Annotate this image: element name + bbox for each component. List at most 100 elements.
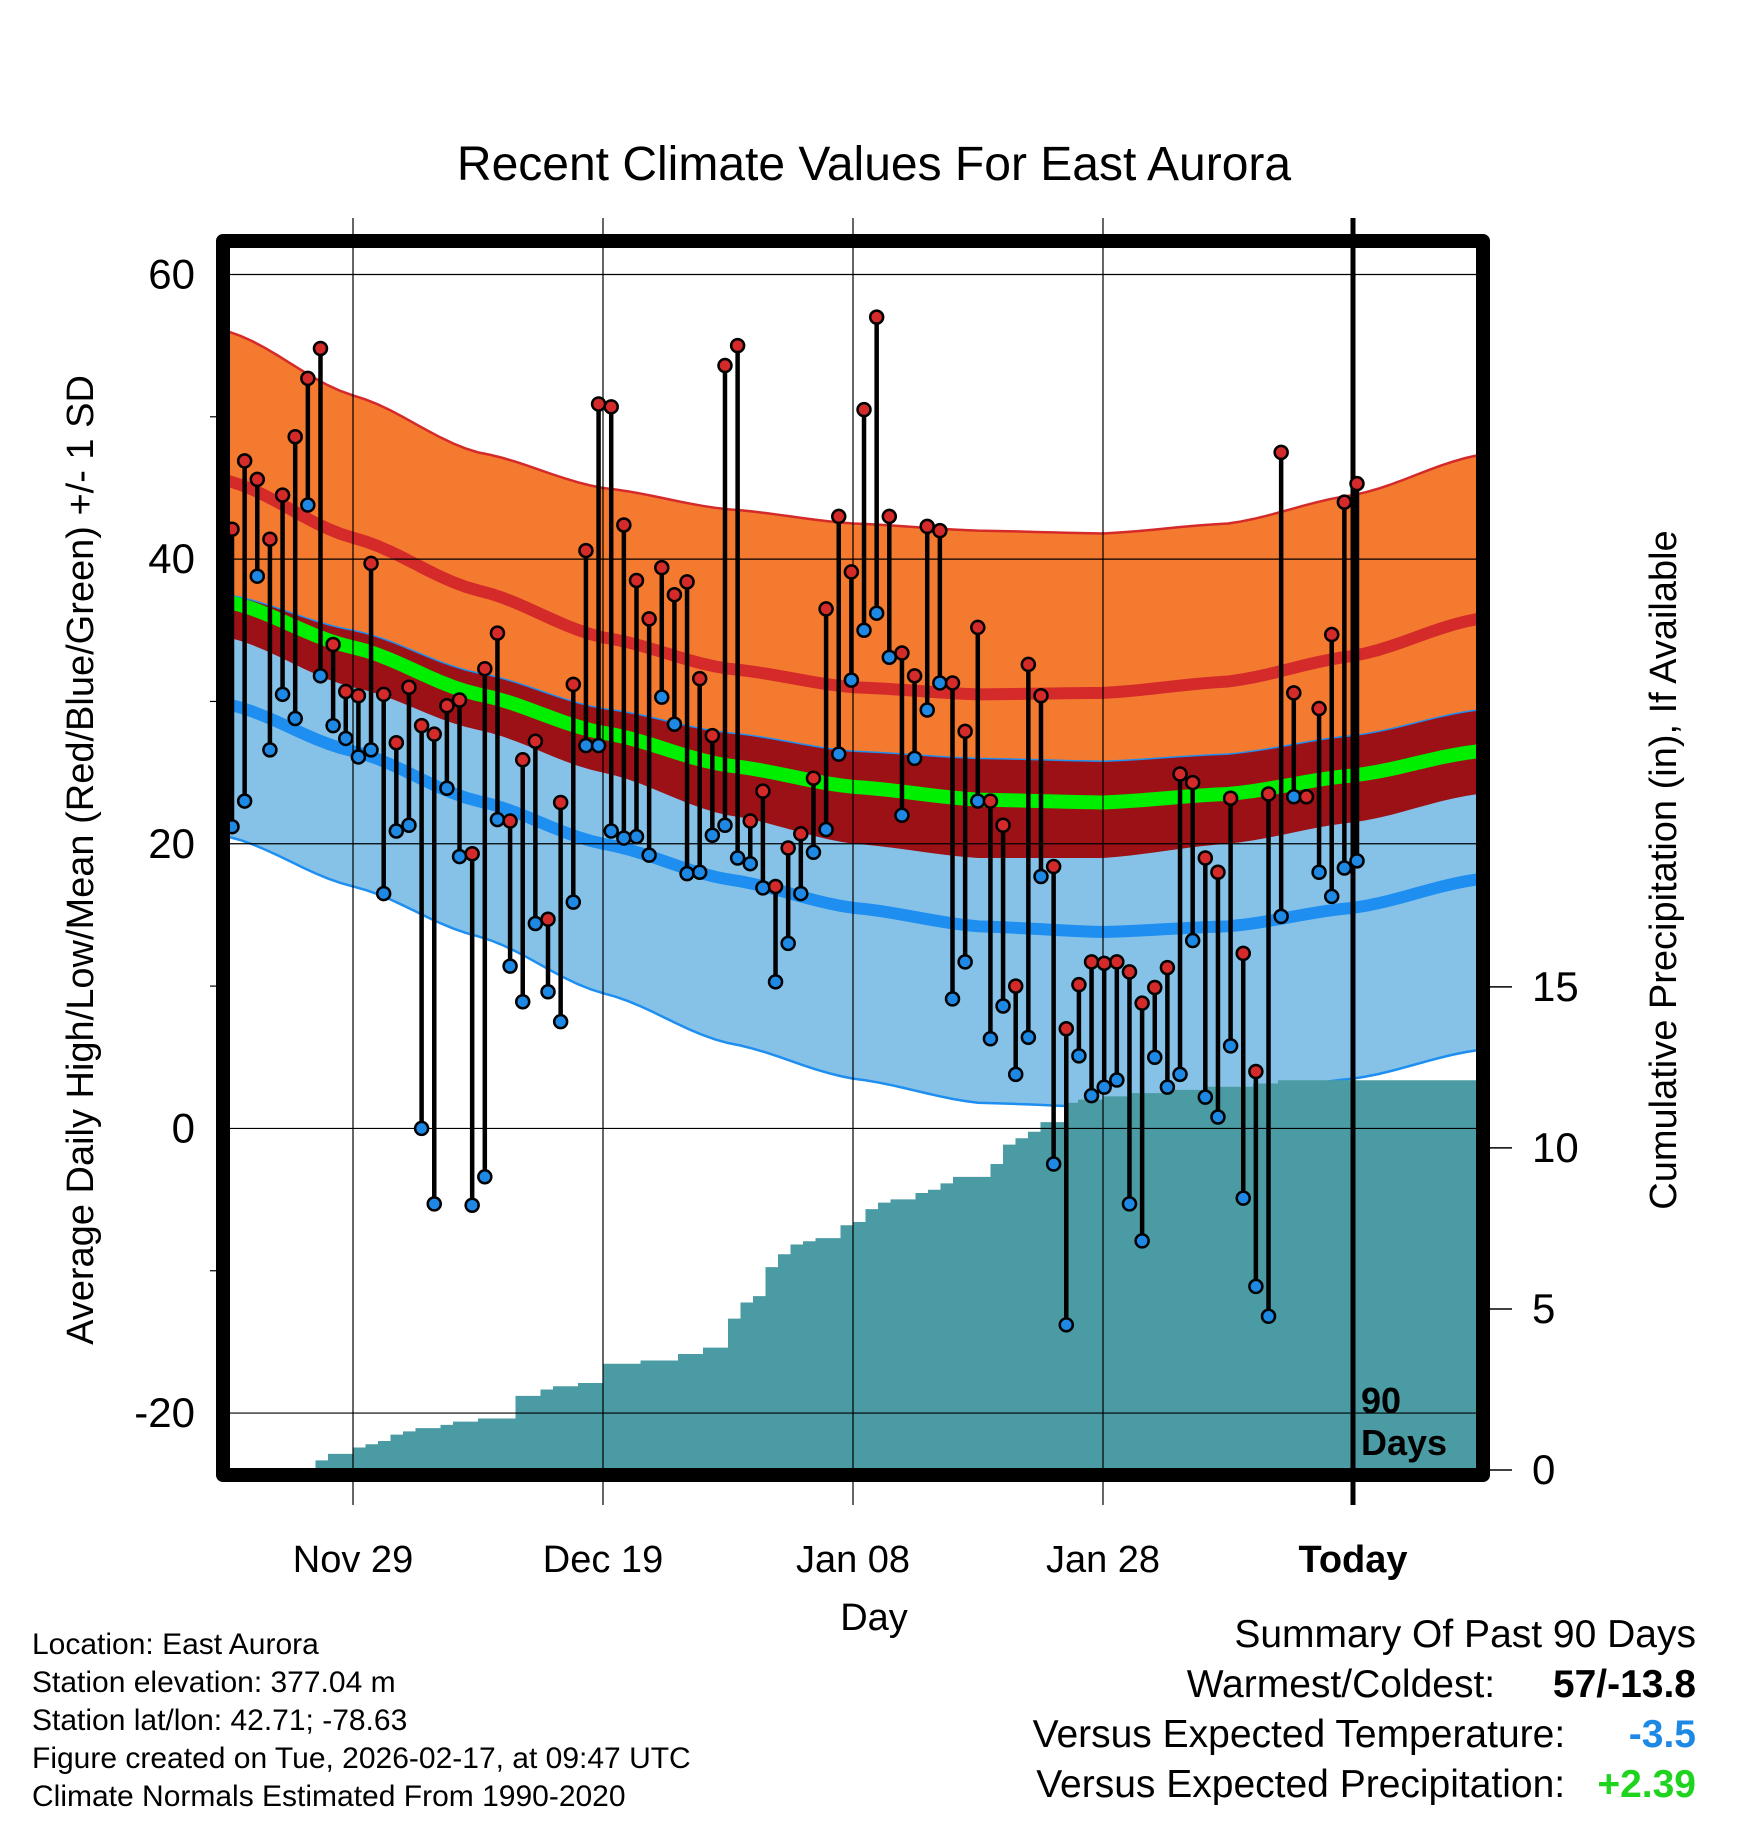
x-tick-label: Today bbox=[1298, 1539, 1407, 1581]
daily-high-point bbox=[818, 601, 834, 617]
daily-low-point bbox=[565, 894, 582, 910]
daily-low-point bbox=[868, 605, 885, 621]
daily-low-point bbox=[262, 742, 278, 758]
created-text: Figure created on Tue, 2026-02-17, at 09… bbox=[32, 1742, 691, 1775]
daily-low-point bbox=[312, 668, 329, 684]
daily-high-point bbox=[970, 619, 986, 636]
daily-high-point bbox=[868, 309, 885, 325]
daily-high-point bbox=[578, 542, 594, 559]
daily-high-point bbox=[881, 508, 898, 525]
daily-low-point bbox=[1058, 1317, 1075, 1333]
daily-low-point bbox=[477, 1169, 493, 1185]
daily-high-point bbox=[830, 508, 847, 525]
daily-low-point bbox=[464, 1197, 480, 1214]
summary-panel: Summary Of Past 90 Days Warmest/Coldest:… bbox=[1033, 1610, 1696, 1810]
daily-high-point bbox=[894, 645, 910, 661]
daily-low-point bbox=[514, 993, 531, 1010]
daily-high-point bbox=[1184, 774, 1201, 791]
daily-low-point bbox=[1096, 1079, 1112, 1095]
daily-high-point bbox=[262, 531, 278, 547]
y2-tick-label: 10 bbox=[1532, 1124, 1579, 1171]
daily-low-point bbox=[755, 880, 771, 896]
daily-high-point bbox=[654, 559, 670, 576]
daily-low-point bbox=[1260, 1308, 1277, 1325]
daily-high-point bbox=[1134, 995, 1150, 1011]
daily-low-point bbox=[919, 702, 935, 718]
daily-low-point bbox=[1033, 868, 1049, 885]
daily-high-point bbox=[325, 636, 341, 653]
daily-low-point bbox=[603, 823, 619, 839]
daily-low-point bbox=[1083, 1087, 1100, 1104]
daily-low-point bbox=[1197, 1089, 1214, 1105]
daily-high-point bbox=[641, 611, 657, 627]
daily-high-point bbox=[565, 676, 582, 693]
daily-low-point bbox=[502, 958, 518, 974]
daily-high-point bbox=[1273, 444, 1289, 461]
normals-text: Climate Normals Estimated From 1990-2020 bbox=[32, 1780, 626, 1813]
daily-high-point bbox=[236, 453, 253, 469]
daily-high-point bbox=[527, 733, 544, 750]
daily-high-point bbox=[995, 817, 1011, 834]
y-axis-label: Average Daily High/Low/Mean (Red/Blue/Gr… bbox=[60, 375, 102, 1345]
daily-high-point bbox=[464, 845, 480, 862]
daily-low-point bbox=[426, 1196, 442, 1212]
x-tick-label: Nov 29 bbox=[293, 1539, 413, 1581]
elevation-text: Station elevation: 377.04 m bbox=[32, 1666, 396, 1699]
daily-high-point bbox=[1349, 475, 1365, 492]
summary-row-temperature: Versus Expected Temperature: -3.5 bbox=[1033, 1710, 1696, 1760]
y-tick-label: 0 bbox=[172, 1104, 195, 1151]
daily-low-point bbox=[742, 855, 759, 872]
daily-high-point bbox=[426, 726, 442, 742]
daily-low-point bbox=[894, 807, 910, 824]
daily-high-point bbox=[451, 692, 468, 708]
daily-high-point bbox=[1311, 700, 1327, 717]
daily-high-point bbox=[919, 518, 935, 535]
y2-axis-label: Cumulative Precipitation (in), If Availa… bbox=[1643, 530, 1685, 1209]
daily-low-point bbox=[1121, 1196, 1138, 1212]
x-tick-label: Jan 28 bbox=[1046, 1539, 1160, 1581]
y2-axis: 0 5 10 15 bbox=[1486, 963, 1579, 1493]
y2-tick-label: 15 bbox=[1532, 963, 1579, 1010]
daily-low-point bbox=[932, 675, 948, 691]
daily-high-point bbox=[1083, 954, 1100, 970]
chart-title: Recent Climate Values For East Aurora bbox=[457, 138, 1291, 191]
today-marker-label-90: 90 bbox=[1361, 1380, 1401, 1421]
daily-low-point bbox=[1020, 1029, 1037, 1046]
daily-high-point bbox=[1197, 850, 1214, 866]
y2-tick-label: 0 bbox=[1532, 1446, 1555, 1493]
daily-high-point bbox=[704, 727, 721, 744]
daily-high-point bbox=[287, 428, 303, 445]
daily-high-point bbox=[477, 660, 493, 677]
daily-high-point bbox=[957, 723, 973, 740]
daily-low-point bbox=[628, 828, 645, 845]
daily-stems bbox=[229, 317, 1360, 1325]
summary-row-warmest-coldest: Warmest/Coldest: 57/-13.8 bbox=[1033, 1660, 1696, 1710]
daily-low-point bbox=[236, 793, 253, 809]
daily-high-point bbox=[603, 399, 619, 415]
daily-high-point bbox=[742, 813, 759, 829]
daily-high-point bbox=[401, 679, 417, 695]
daily-low-point bbox=[654, 689, 670, 705]
daily-low-point bbox=[350, 749, 367, 765]
temperature-label: Versus Expected Temperature: bbox=[1032, 1713, 1566, 1756]
daily-high-point bbox=[729, 337, 746, 354]
daily-low-point bbox=[830, 746, 847, 762]
daily-high-point bbox=[363, 555, 379, 572]
daily-low-point bbox=[666, 716, 683, 732]
temperature-delta-value: -3.5 bbox=[1628, 1713, 1696, 1756]
daily-low-point bbox=[843, 672, 860, 688]
y-tick-label: -20 bbox=[134, 1389, 195, 1436]
daily-low-point bbox=[1210, 1109, 1226, 1125]
daily-low-point bbox=[818, 821, 834, 838]
daily-low-point bbox=[717, 817, 733, 834]
daily-high-point bbox=[1172, 766, 1188, 782]
daily-low-point bbox=[338, 730, 354, 747]
daily-low-point bbox=[1273, 908, 1289, 925]
daily-high-point bbox=[666, 586, 683, 603]
daily-high-point bbox=[805, 770, 822, 787]
daily-high-point bbox=[1248, 1063, 1264, 1080]
daily-high-point bbox=[932, 522, 948, 539]
daily-high-point bbox=[1286, 685, 1302, 701]
daily-low-point bbox=[1172, 1066, 1188, 1083]
daily-high-point bbox=[439, 697, 455, 714]
